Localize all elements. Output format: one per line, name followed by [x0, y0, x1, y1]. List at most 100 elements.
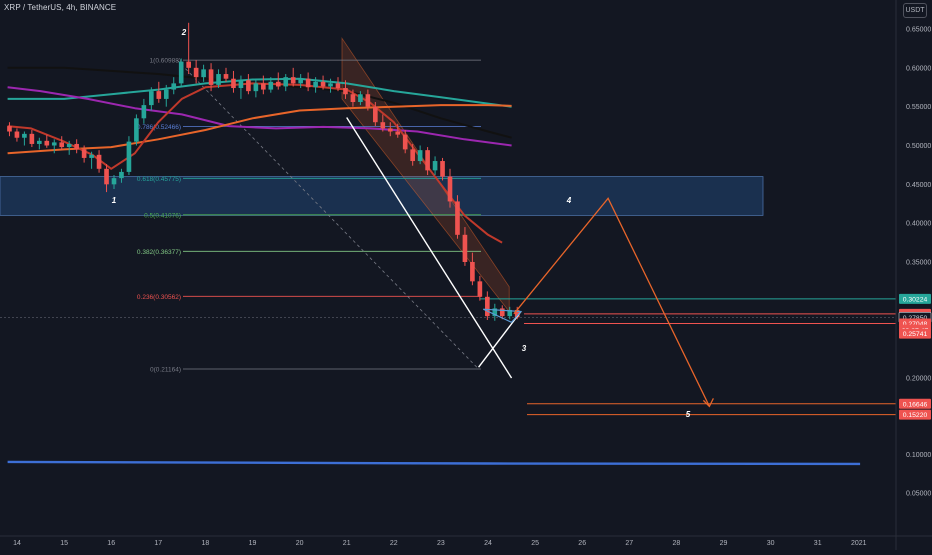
candle — [126, 136, 132, 176]
y-tick-label: 0.65000 — [906, 27, 931, 34]
candle — [492, 303, 498, 321]
candle — [410, 143, 415, 166]
fib-level-label: 0.5(0.41076) — [144, 212, 181, 219]
price-tag-bg — [899, 398, 931, 409]
candle-body — [343, 88, 348, 95]
candle-body — [462, 234, 468, 262]
y-tick-label: 0.55000 — [906, 104, 931, 111]
candle-body — [261, 83, 266, 90]
candle-body — [417, 150, 423, 162]
candle-body — [328, 83, 333, 87]
candle-body — [365, 94, 371, 107]
y-tick-label: 0.10000 — [906, 452, 931, 459]
candle-body — [134, 118, 139, 142]
price-tag: 0.15220 — [899, 409, 931, 420]
candle — [96, 150, 102, 173]
wave-label: 4 — [566, 196, 572, 205]
price-tag-label: 0.25741 — [903, 331, 928, 338]
candle-body — [119, 171, 124, 179]
candle-body — [350, 94, 356, 103]
y-tick-label: 0.50000 — [906, 143, 931, 150]
candle-body — [14, 131, 20, 138]
candle-body — [89, 154, 94, 158]
candle-body — [305, 78, 311, 88]
candle-body — [186, 61, 191, 68]
price-tag-label: 0.27048 — [903, 321, 928, 328]
candle — [462, 227, 468, 266]
wedge-trend-line — [478, 311, 522, 368]
x-tick-label: 22 — [390, 540, 398, 547]
candle-body — [492, 308, 498, 317]
symbol-title[interactable]: XRP / TetherUS, 4h, BINANCE — [4, 3, 117, 12]
price-tag-label: 0.15220 — [903, 412, 928, 419]
candle — [343, 80, 348, 99]
x-tick-label: 16 — [107, 540, 115, 547]
price-tag-label: 0.30224 — [903, 297, 928, 304]
candle-body — [156, 91, 162, 99]
candle — [223, 67, 229, 82]
x-tick-label: 21 — [343, 540, 351, 547]
candle — [290, 67, 296, 87]
candle — [29, 129, 35, 148]
candle-body — [447, 176, 453, 202]
x-tick-label: 28 — [673, 540, 681, 547]
candle — [89, 151, 94, 169]
candle — [81, 145, 87, 163]
candle — [485, 291, 490, 320]
candle-body — [149, 91, 154, 106]
y-tick-label: 0.40000 — [906, 221, 931, 228]
resistance-zone — [0, 176, 764, 216]
candle — [201, 64, 206, 82]
candle — [268, 77, 274, 93]
candle — [119, 168, 124, 183]
candle-body — [208, 69, 214, 85]
candle-body — [432, 161, 438, 171]
price-tag-bg — [899, 328, 931, 339]
candle-body — [268, 81, 274, 90]
candle — [477, 275, 483, 301]
candle — [178, 58, 184, 88]
x-tick-label: 14 — [13, 540, 21, 547]
candle-body — [507, 309, 513, 317]
currency-badge[interactable]: USDT — [903, 3, 927, 18]
candle-body — [37, 140, 42, 144]
projection-arrow-head — [702, 398, 714, 408]
candle-body — [238, 80, 244, 89]
candle — [253, 78, 259, 98]
x-tick-label: 27 — [625, 540, 633, 547]
candle-body — [298, 78, 303, 84]
candle-body — [440, 161, 445, 177]
price-tag: 0.25741 — [899, 328, 931, 339]
candle-body — [283, 77, 289, 87]
x-tick-label: 15 — [60, 540, 68, 547]
projection-path — [513, 197, 710, 407]
candle — [335, 77, 341, 92]
candle-body — [470, 262, 475, 282]
candle-body — [66, 143, 72, 148]
candle-body — [201, 69, 206, 78]
candle-body — [104, 168, 109, 185]
candle — [455, 195, 460, 239]
fib-level-label: 0.236(0.30562) — [137, 294, 181, 301]
candle — [387, 122, 393, 137]
y-tick-label: 0.35000 — [906, 260, 931, 267]
candle — [134, 114, 139, 146]
candle — [66, 140, 72, 155]
fib-level-label: 1(0.60988) — [150, 58, 181, 65]
candle — [171, 77, 177, 95]
candle-body — [335, 83, 341, 89]
x-tick-label: 23 — [437, 540, 445, 547]
y-tick-label: 0.05000 — [906, 491, 931, 498]
candle-body — [126, 141, 132, 172]
candle-body — [44, 140, 50, 146]
candle — [37, 137, 42, 150]
price-tag-label: 0.16646 — [903, 401, 928, 408]
candle-body — [111, 178, 117, 185]
candle — [298, 74, 303, 89]
candle-body — [246, 80, 251, 92]
fib-level-label: 0.618(0.45775) — [137, 176, 181, 183]
candle — [313, 77, 318, 93]
candle-body — [320, 81, 326, 87]
